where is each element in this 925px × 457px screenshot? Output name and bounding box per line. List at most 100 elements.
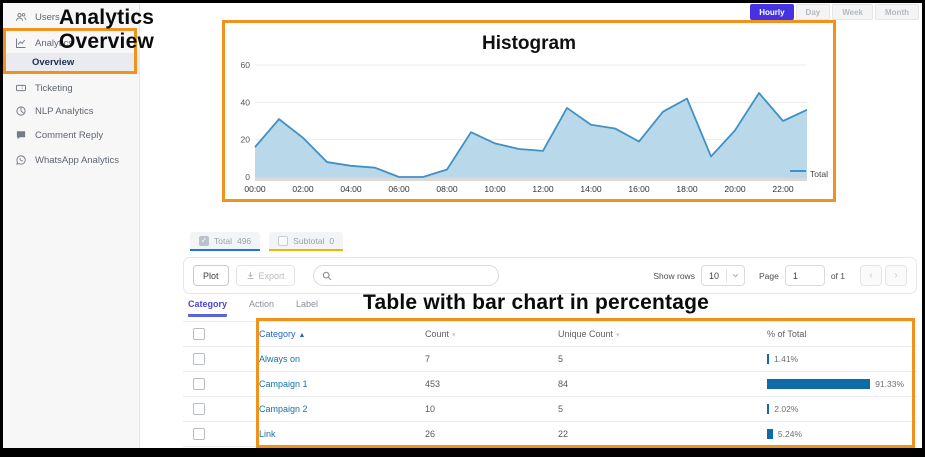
time-range-month[interactable]: Month xyxy=(875,4,919,20)
column-header-category[interactable]: Category xyxy=(259,329,296,339)
svg-text:10:00: 10:00 xyxy=(484,184,506,194)
svg-text:60: 60 xyxy=(241,60,251,70)
table-row: Link 26 22 5.24% xyxy=(183,421,917,447)
sidebar-item-label: NLP Analytics xyxy=(35,105,94,117)
sidebar-item-comment-reply[interactable]: Comment Reply xyxy=(3,125,140,145)
unique-count-cell: 84 xyxy=(558,371,767,397)
category-link[interactable]: Link xyxy=(259,429,276,439)
prev-page-button[interactable]: ‹ xyxy=(860,265,882,286)
sidebar-item-overview[interactable]: Overview xyxy=(3,53,140,72)
chevron-down-icon xyxy=(732,274,739,278)
table-annotation-text: Table with bar chart in percentage xyxy=(363,291,709,314)
category-table: Category ▲ Count ▾ Unique Count ▾ % of Tota… xyxy=(183,321,917,447)
column-header-pct-of-total[interactable]: % of Total xyxy=(767,329,807,339)
sort-icon: ▾ xyxy=(452,332,456,339)
download-icon xyxy=(247,271,254,280)
comment-icon xyxy=(16,131,26,140)
sidebar-item-analytics[interactable]: Analytics xyxy=(3,33,140,53)
column-header-unique-count[interactable]: Unique Count xyxy=(558,329,614,339)
pct-bar xyxy=(767,404,770,414)
whatsapp-icon xyxy=(16,155,26,165)
table-tabs: Category Action Label xyxy=(188,299,318,317)
pct-bar xyxy=(767,354,769,364)
checkbox-unchecked-icon[interactable] xyxy=(278,235,289,246)
analytics-icon xyxy=(16,38,26,48)
row-checkbox[interactable] xyxy=(193,353,205,365)
next-page-button[interactable]: › xyxy=(885,265,907,286)
count-cell: 10 xyxy=(425,396,558,422)
time-range-week[interactable]: Week xyxy=(832,4,873,20)
time-range-day[interactable]: Day xyxy=(795,4,831,20)
search-box[interactable] xyxy=(312,265,499,286)
show-rows-label: Show rows xyxy=(653,270,695,281)
histogram-annotation-box: Histogram 0 20 40 60 00:00 02:00 04:00 06:00 08:… xyxy=(222,20,836,202)
chip-label: Subtotal xyxy=(293,235,325,246)
pct-label: 2.02% xyxy=(774,404,799,414)
unique-count-cell: 5 xyxy=(558,346,767,372)
page-number-input[interactable] xyxy=(784,265,825,286)
subtotal-chip[interactable]: Subtotal 0 xyxy=(269,232,344,251)
chip-count: 0 xyxy=(329,235,335,246)
rows-per-page-select[interactable]: 10 xyxy=(700,265,745,286)
tab-action[interactable]: Action xyxy=(249,299,275,309)
sidebar-item-nlp-analytics[interactable]: NLP Analytics xyxy=(3,101,140,121)
page-label: Page xyxy=(758,270,779,281)
svg-text:20: 20 xyxy=(241,135,251,145)
svg-text:08:00: 08:00 xyxy=(436,184,458,194)
sidebar-item-whatsapp-analytics[interactable]: WhatsApp Analytics xyxy=(3,150,140,170)
sidebar-annotation-text: Analytics Overview xyxy=(59,6,155,53)
sidebar: Users Analytics Overview Ticketing NLP A… xyxy=(3,3,140,448)
table-header-row: Category ▲ Count ▾ Unique Count ▾ % of Tota… xyxy=(183,321,917,347)
pct-bar xyxy=(767,379,871,389)
chart-title: Histogram xyxy=(482,33,576,54)
row-checkbox[interactable] xyxy=(193,428,205,440)
count-cell: 26 xyxy=(425,421,558,447)
legend-swatch xyxy=(790,170,807,178)
sort-icon: ▾ xyxy=(616,332,620,339)
svg-text:18:00: 18:00 xyxy=(676,184,698,194)
svg-text:0: 0 xyxy=(245,172,250,182)
svg-text:22:00: 22:00 xyxy=(772,184,794,194)
table-row: Campaign 1 453 84 91.33% xyxy=(183,371,917,397)
search-icon xyxy=(322,271,331,280)
svg-text:00:00: 00:00 xyxy=(244,184,266,194)
svg-text:06:00: 06:00 xyxy=(388,184,410,194)
count-cell: 453 xyxy=(425,371,558,397)
sidebar-item-label: WhatsApp Analytics xyxy=(35,154,119,166)
tab-label[interactable]: Label xyxy=(296,299,319,309)
table-toolbar: Plot Export Show rows 10 Page of 1 ‹ › xyxy=(183,257,917,294)
row-checkbox[interactable] xyxy=(193,378,205,390)
histogram-area-chart: 0 20 40 60 00:00 02:00 04:00 06:00 08:00 10:00 12:… xyxy=(241,60,808,194)
svg-text:14:00: 14:00 xyxy=(580,184,602,194)
time-range-group: Hourly Day Week Month xyxy=(750,4,919,20)
category-link[interactable]: Campaign 1 xyxy=(259,379,308,389)
svg-text:40: 40 xyxy=(241,97,251,107)
checkbox-checked-icon[interactable]: ✓ xyxy=(199,235,209,246)
sidebar-item-ticketing[interactable]: Ticketing xyxy=(3,78,140,98)
table-row: Always on 7 5 1.41% xyxy=(183,346,917,372)
sidebar-item-label: Overview xyxy=(32,57,75,68)
unique-count-cell: 22 xyxy=(558,421,767,447)
category-link[interactable]: Campaign 2 xyxy=(259,404,308,414)
chart-legend[interactable]: Total xyxy=(790,169,828,179)
pct-bar xyxy=(767,429,773,439)
column-header-count[interactable]: Count xyxy=(425,329,450,339)
plot-button[interactable]: Plot xyxy=(193,265,229,286)
svg-text:12:00: 12:00 xyxy=(532,184,554,194)
svg-text:20:00: 20:00 xyxy=(724,184,746,194)
sort-ascending-icon: ▲ xyxy=(298,332,306,339)
tab-category[interactable]: Category xyxy=(188,299,228,317)
nlp-icon xyxy=(16,106,26,116)
total-chip[interactable]: ✓ Total 496 xyxy=(190,232,261,251)
svg-text:02:00: 02:00 xyxy=(292,184,314,194)
sidebar-item-users[interactable]: Users xyxy=(3,7,140,27)
row-checkbox[interactable] xyxy=(193,403,205,415)
export-button[interactable]: Export xyxy=(235,265,295,286)
search-input[interactable] xyxy=(336,270,490,281)
app-window: Users Analytics Overview Ticketing NLP A… xyxy=(3,3,922,448)
time-range-hourly[interactable]: Hourly xyxy=(750,4,794,20)
select-all-checkbox[interactable] xyxy=(193,328,205,340)
category-link[interactable]: Always on xyxy=(259,354,301,364)
pct-label: 91.33% xyxy=(875,379,905,389)
